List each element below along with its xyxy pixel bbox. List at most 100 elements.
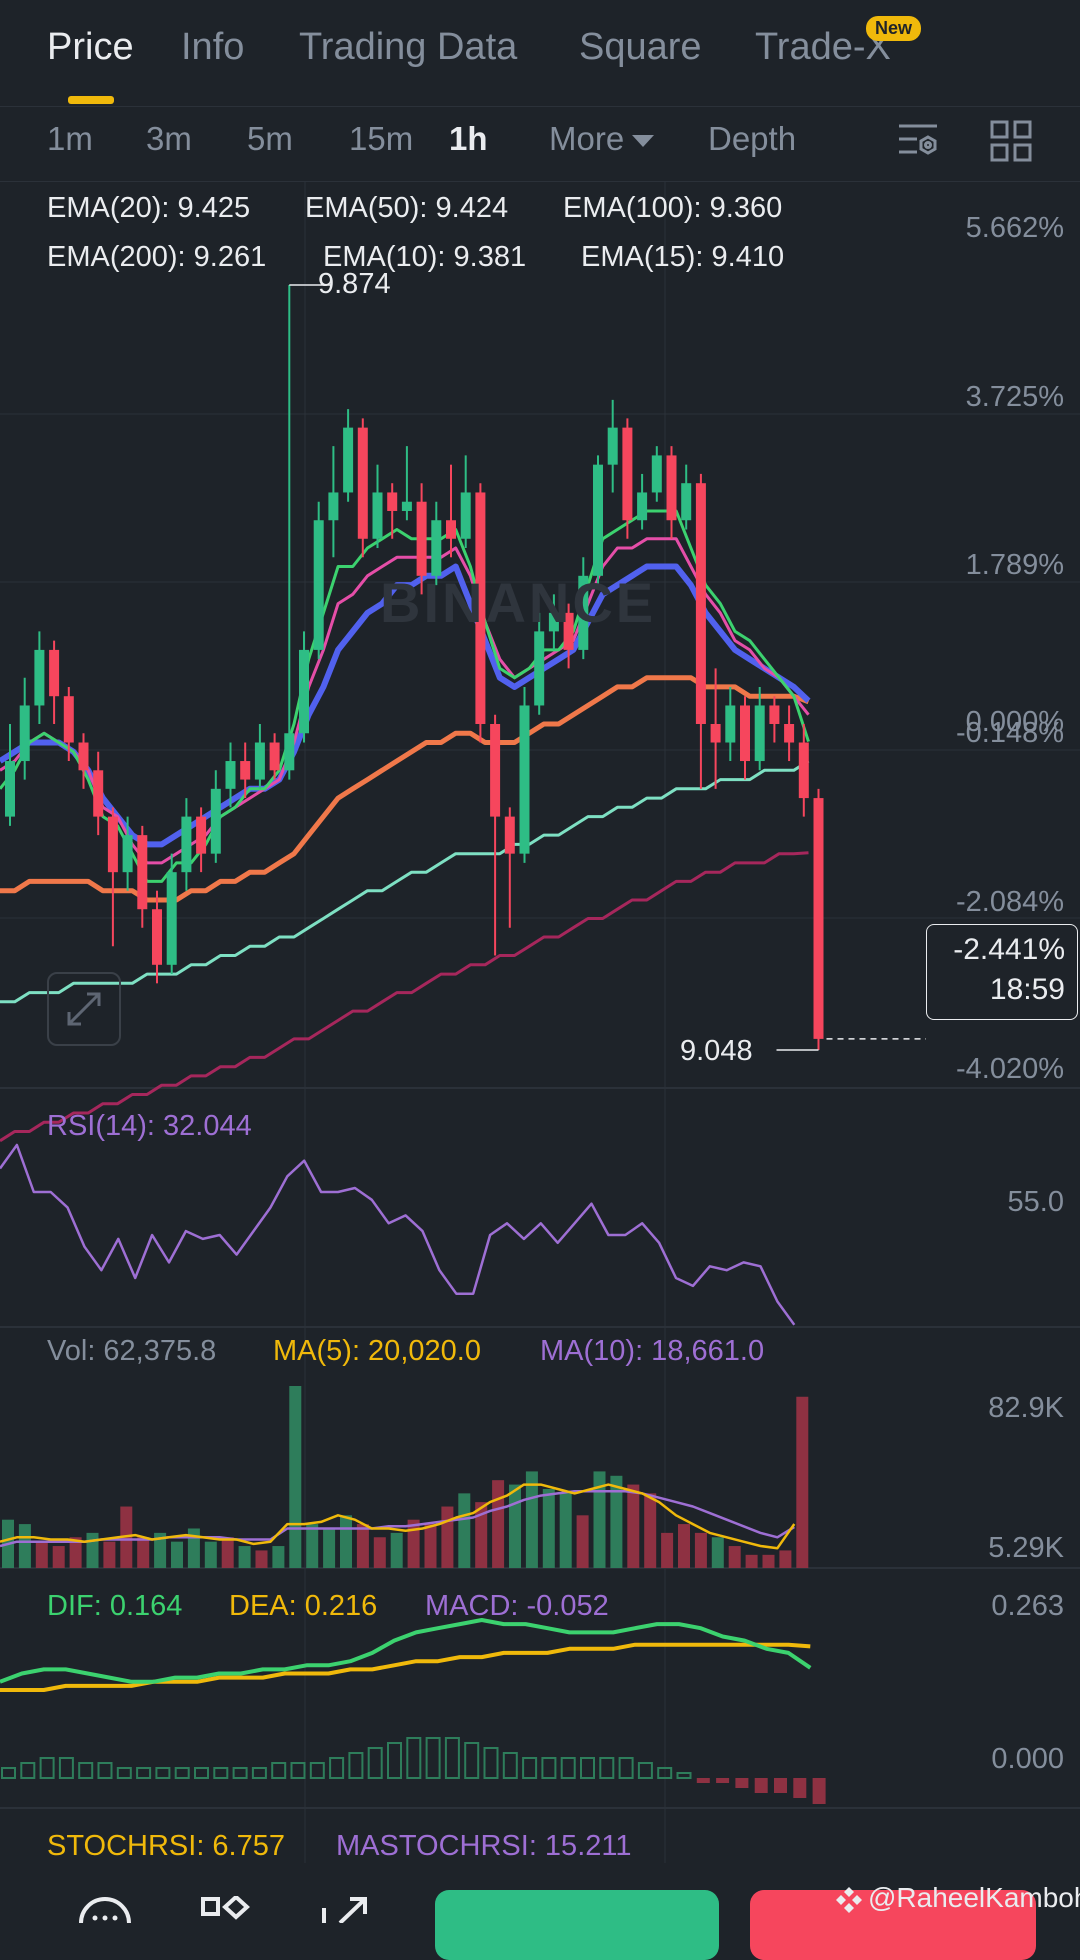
layout-grid-icon[interactable] (988, 118, 1034, 164)
candle (107, 816, 118, 873)
price-axis-label: 0.000% (965, 706, 1064, 738)
volume-axis-bottom: 5.29K (988, 1532, 1064, 1564)
tab-price[interactable]: Price (47, 26, 134, 68)
active-tab-indicator (68, 96, 114, 104)
candle (372, 492, 383, 539)
macd-histogram-bar (194, 1767, 209, 1779)
credit-watermark: @RaheelKamboh (868, 1882, 1080, 1913)
macd-histogram-bar (464, 1742, 480, 1779)
candle (299, 649, 309, 734)
candle (343, 427, 354, 493)
macd-histogram-bar (502, 1752, 518, 1779)
candle (416, 501, 427, 576)
macd-histogram-bar (541, 1757, 557, 1779)
candle (740, 705, 750, 762)
candle (387, 492, 398, 511)
candle (534, 631, 545, 706)
dif-line (0, 1618, 812, 1684)
macd-histogram-bar (483, 1747, 499, 1779)
macd-histogram-bar (232, 1767, 248, 1779)
macd-histogram-bar (522, 1757, 538, 1779)
macd-axis-top: 0.263 (991, 1590, 1064, 1622)
volume-ma10-line (0, 1489, 795, 1548)
more-label: More (549, 120, 625, 157)
volume-bar (593, 1471, 606, 1568)
volume-bar (407, 1519, 420, 1568)
macd-histogram-bar (58, 1757, 74, 1779)
chart-settings-icon[interactable] (895, 118, 941, 164)
price-chart[interactable] (0, 182, 1080, 1863)
caret-down-icon (632, 135, 655, 148)
interval-15m[interactable]: 15m (349, 120, 414, 157)
ema15-legend: EMA(15): 9.410 (581, 241, 785, 273)
volume-bar (323, 1528, 336, 1568)
macd-histogram-bar (676, 1772, 692, 1779)
ema50-legend: EMA(50): 9.424 (305, 192, 509, 224)
volume-bar (559, 1493, 572, 1568)
candle (122, 835, 133, 873)
interval-1m[interactable]: 1m (47, 120, 93, 157)
stochrsi-legend: STOCHRSI: 6.757 (47, 1830, 286, 1862)
macd-histogram-bar (97, 1762, 113, 1779)
volume-bar (542, 1488, 555, 1568)
candle (446, 520, 456, 539)
fullscreen-button[interactable] (47, 972, 121, 1046)
share-icon[interactable] (320, 1896, 370, 1923)
last-price-box: -2.441% 18:59 (926, 924, 1078, 1020)
volume-bar (509, 1484, 521, 1568)
candle (769, 705, 780, 724)
tab-trading-data[interactable]: Trading Data (299, 26, 518, 68)
widgets-icon[interactable] (200, 1896, 252, 1923)
ema15-line (0, 537, 810, 865)
macd-histogram-bar (213, 1767, 229, 1779)
volume-bar (390, 1532, 403, 1568)
price-axis-label: 3.725% (965, 381, 1064, 413)
ema20-line (0, 563, 811, 848)
volume-bar (779, 1550, 792, 1568)
macd-value-legend: MACD: -0.052 (425, 1590, 609, 1622)
tab-square[interactable]: Square (579, 26, 702, 68)
volume-bar (204, 1541, 217, 1568)
candle (93, 770, 104, 817)
volume-ma5-line (0, 1483, 796, 1550)
volume-bar (306, 1524, 319, 1568)
ema50-line (0, 675, 810, 903)
volume-bar (627, 1484, 640, 1568)
macd-histogram-bar (735, 1778, 749, 1788)
buy-button[interactable] (435, 1890, 719, 1960)
candle (754, 705, 765, 762)
interval-3m[interactable]: 3m (146, 120, 192, 157)
candle (563, 612, 574, 650)
volume-bar (221, 1537, 234, 1568)
macd-histogram-bar (618, 1757, 634, 1779)
volume-bar (678, 1524, 690, 1568)
low-price-label: 9.048 (680, 1035, 753, 1067)
volume-ma5-legend: MA(5): 20,020.0 (273, 1335, 481, 1367)
candle (578, 575, 589, 650)
volume-bar (373, 1537, 386, 1568)
macd-histogram-bar (793, 1778, 807, 1798)
mastochrsi-legend: MASTOCHRSI: 15.211 (336, 1830, 632, 1862)
macd-dea-legend: DEA: 0.216 (229, 1590, 378, 1622)
macd-histogram-bar (348, 1752, 364, 1779)
interval-1h[interactable]: 1h (449, 120, 488, 157)
candle (651, 455, 662, 493)
candle (798, 742, 809, 799)
tab-info[interactable]: Info (181, 26, 245, 68)
candle (475, 492, 486, 724)
ema20-legend: EMA(20): 9.425 (47, 192, 251, 224)
more-dropdown[interactable]: More (549, 120, 655, 158)
candle (78, 742, 89, 771)
depth-tab[interactable]: Depth (708, 120, 797, 157)
chat-icon[interactable] (78, 1892, 132, 1923)
candle (240, 761, 251, 780)
ema200-legend: EMA(200): 9.261 (47, 241, 267, 273)
interval-5m[interactable]: 5m (247, 120, 293, 157)
volume-bar (154, 1532, 167, 1568)
interval-bar: 1m 3m 5m 15m 1h More Depth (0, 106, 1080, 182)
dea-line (0, 1642, 811, 1692)
macd-histogram-bar (754, 1778, 768, 1793)
volume-bar (728, 1546, 741, 1568)
price-axis-label: -4.020% (955, 1053, 1064, 1085)
macd-axis-zero: 0.000 (991, 1743, 1064, 1775)
